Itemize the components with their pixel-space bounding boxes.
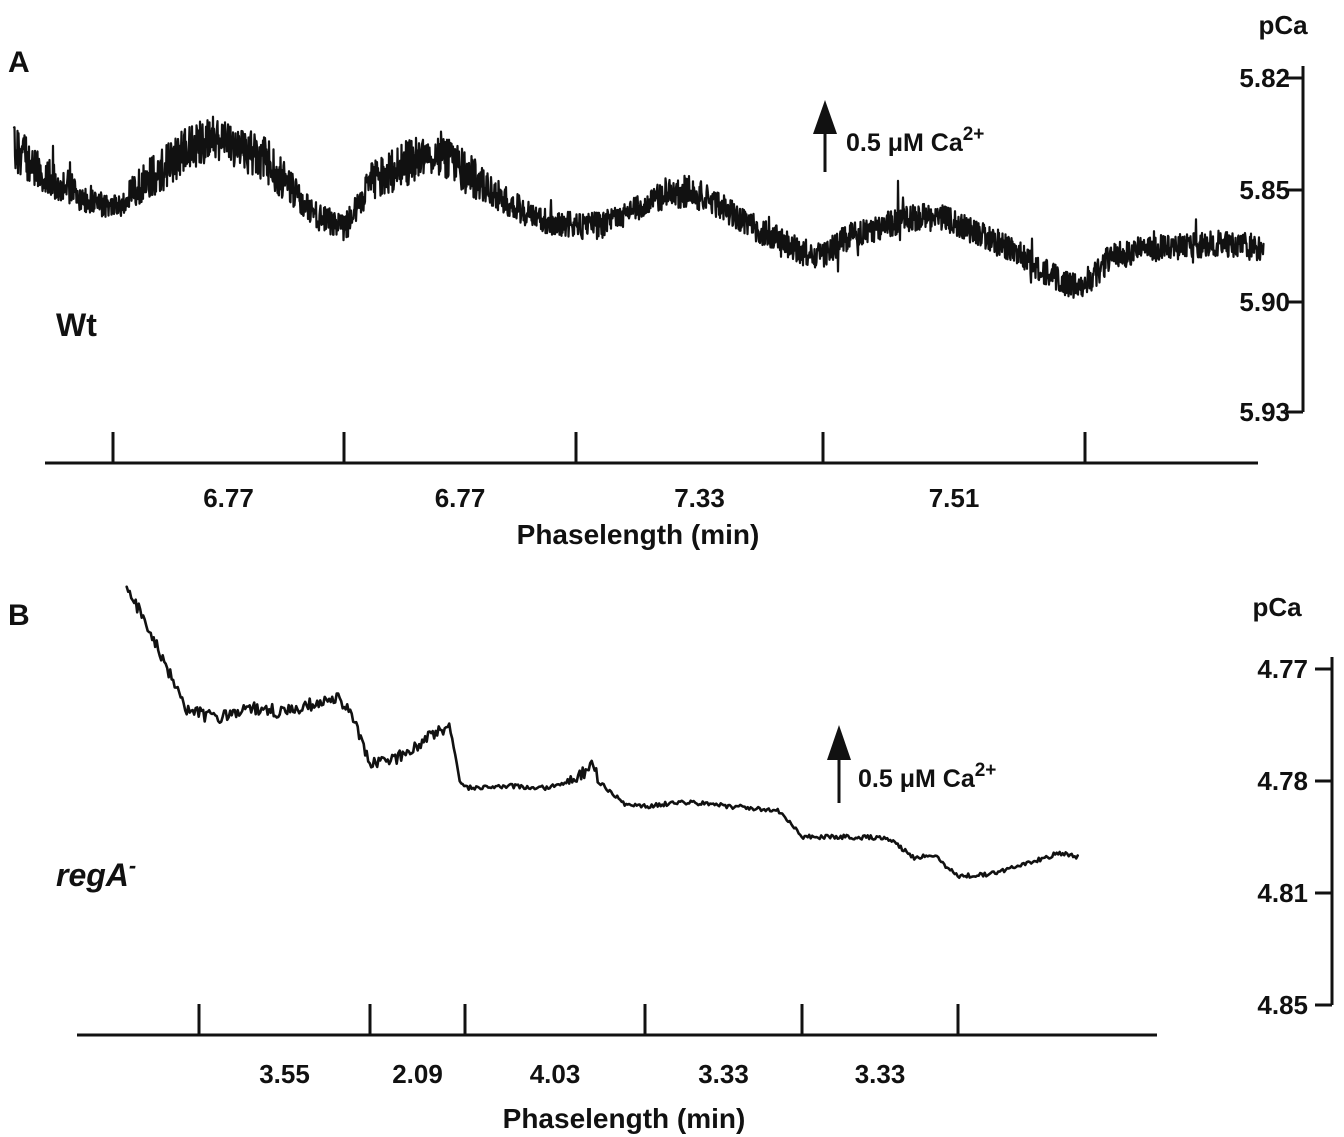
panel-a-strain-label: Wt	[56, 307, 97, 343]
panel-a-phase-length-0: 6.77	[203, 483, 254, 513]
panel-b-phase-length-1: 2.09	[392, 1059, 443, 1089]
panel-b-letter: B	[8, 599, 30, 632]
panel-a-x-axis-label: Phaselength (min)	[517, 519, 760, 550]
panel-b-ca-scale-label: 0.5 μM Ca2+	[858, 760, 996, 793]
panel-b-y-tick-label-1: 4.78	[1257, 766, 1308, 796]
panel-a: A pCa 5.82 5.85 5.90 5.93 Wt 0.5 μM Ca2+ 6.…	[8, 10, 1308, 550]
panel-b-period-ticks	[197, 1004, 960, 1035]
panel-a-ca-scale-label: 0.5 μM Ca2+	[846, 124, 984, 157]
panel-a-phase-length-1: 6.77	[435, 483, 486, 513]
panel-b-phase-length-2: 4.03	[530, 1059, 581, 1089]
panel-a-phase-length-2: 7.33	[674, 483, 725, 513]
panel-a-y-tick-label-3: 5.93	[1239, 397, 1290, 427]
panel-b-ca-arrow-head	[827, 725, 851, 760]
panel-b-strain-label: regA-	[56, 853, 136, 893]
panel-b-phase-length-4: 3.33	[855, 1059, 906, 1089]
panel-a-phase-length-labels: 6.77 6.77 7.33 7.51	[203, 483, 979, 513]
panel-b-y-tick-label-0: 4.77	[1257, 654, 1308, 684]
panel-a-y-tick-label-2: 5.90	[1239, 287, 1290, 317]
panel-b-x-axis-label: Phaselength (min)	[503, 1103, 746, 1134]
panel-b-ca-scale-annotation: 0.5 μM Ca2+	[827, 725, 996, 803]
panel-a-y-tick-label-1: 5.85	[1239, 175, 1290, 205]
panel-b-pca-trace	[125, 585, 1079, 879]
panel-b-y-tick-label-3: 4.85	[1257, 990, 1308, 1020]
panel-a-letter: A	[8, 46, 30, 79]
panel-b-y-ticks: 4.77 4.78 4.81 4.85	[1257, 654, 1332, 1020]
panel-a-phase-length-3: 7.51	[929, 483, 980, 513]
panel-a-y-ticks: 5.82 5.85 5.90 5.93	[1239, 63, 1303, 427]
panel-a-ca-arrow-head	[813, 100, 837, 134]
panel-b-y-tick-label-2: 4.81	[1257, 878, 1308, 908]
panel-a-pca-trace	[12, 115, 1265, 299]
panel-a-period-ticks	[111, 432, 1087, 463]
panel-b-phase-length-3: 3.33	[698, 1059, 749, 1089]
panel-b-phase-length-0: 3.55	[259, 1059, 310, 1089]
panel-b: B pCa 4.77 4.78 4.81 4.85 regA- 0.5 μM Ca2+…	[8, 585, 1334, 1134]
panel-b-phase-length-labels: 3.55 2.09 4.03 3.33 3.33	[259, 1059, 905, 1089]
panel-a-y-axis-label: pCa	[1258, 10, 1308, 40]
panel-a-y-tick-label-0: 5.82	[1239, 63, 1290, 93]
panel-a-ca-scale-annotation: 0.5 μM Ca2+	[813, 100, 984, 172]
panel-b-y-axis-label: pCa	[1252, 592, 1302, 622]
